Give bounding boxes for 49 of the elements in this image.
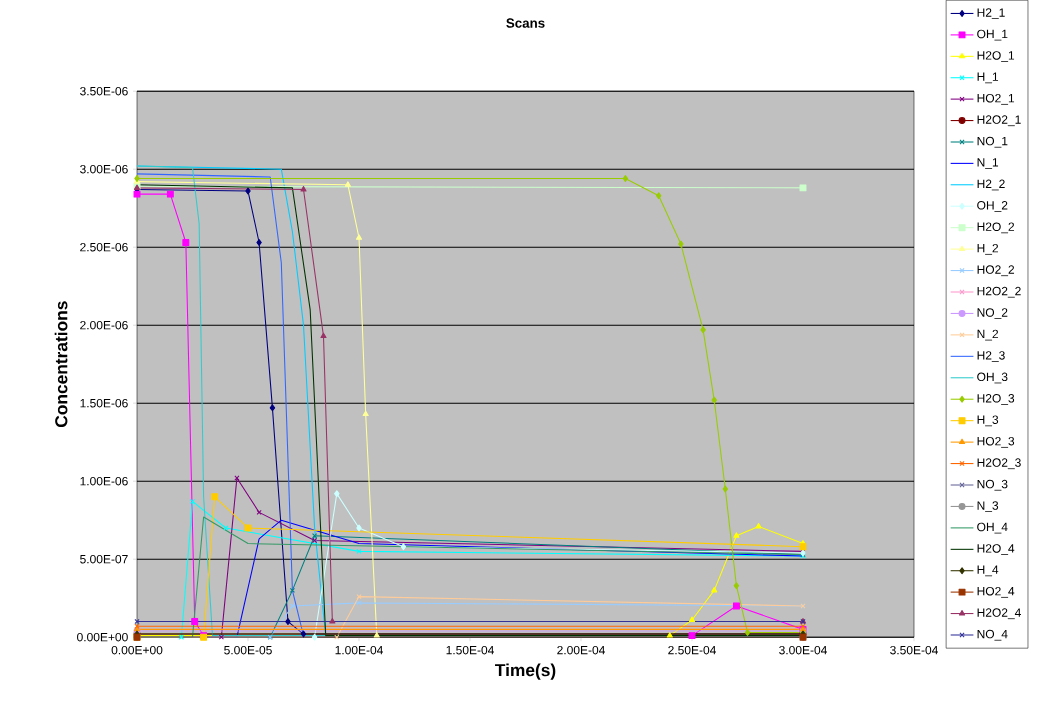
x-tick-label: 2.50E-04: [668, 645, 716, 655]
x-axis-title: Time(s): [495, 663, 556, 680]
legend-label: H2O2_1: [977, 115, 1021, 127]
chart-title: Scans: [506, 18, 545, 28]
legend-label: OH_2: [977, 200, 1008, 212]
legend-label: OH_3: [977, 372, 1008, 384]
legend-label: N_1: [977, 158, 999, 169]
legend-label: H2_1: [977, 8, 1005, 19]
legend-label: H_2: [977, 243, 999, 255]
legend-label: NO_2: [977, 308, 1008, 319]
legend-label: H2O2_4: [977, 608, 1021, 620]
legend-label: N_2: [977, 329, 999, 341]
y-tick-label: 2.00E-06: [80, 320, 128, 330]
legend-label: H_1: [977, 72, 999, 84]
x-tick-label: 0.00E+00: [111, 645, 163, 655]
x-tick-label: 3.50E-04: [890, 645, 938, 655]
y-tick-label: 3.00E-06: [80, 164, 128, 174]
legend-label: H2_2: [977, 179, 1005, 191]
x-tick-label: 5.00E-05: [224, 645, 272, 655]
legend-label: HO2_4: [977, 586, 1015, 598]
legend-label: HO2_1: [977, 93, 1015, 105]
y-axis-title: Concentrations: [54, 301, 68, 427]
legend-label: NO_3: [977, 479, 1008, 491]
legend-label: H2O_4: [977, 544, 1015, 555]
legend-label: H2O_3: [977, 393, 1015, 405]
legend-label: HO2_3: [977, 436, 1015, 448]
y-tick-label: 0.00E+00: [77, 632, 128, 642]
legend-label: NO_4: [977, 629, 1008, 641]
legend-label: N_3: [977, 501, 999, 512]
x-tick-label: 1.00E-04: [335, 645, 383, 655]
legend-label: H_4: [977, 565, 999, 577]
x-tick-label: 1.50E-04: [446, 645, 494, 655]
legend-label: H2O_2: [977, 222, 1015, 234]
legend-label: H2O_1: [977, 51, 1015, 62]
legend-label: H_3: [977, 415, 999, 427]
legend-label: OH_4: [977, 522, 1008, 534]
y-tick-label: 1.00E-06: [80, 476, 128, 486]
x-tick-label: 2.00E-04: [557, 645, 605, 655]
legend-label: H2O2_3: [977, 458, 1021, 470]
legend-label: H2_3: [977, 351, 1005, 362]
y-tick-label: 5.00E-07: [80, 554, 128, 564]
legend-label: H2O2_2: [977, 286, 1021, 298]
x-tick-label: 3.00E-04: [779, 645, 827, 655]
y-tick-label: 2.50E-06: [80, 242, 128, 252]
legend-label: NO_1: [977, 136, 1008, 148]
legend-label: OH_1: [977, 29, 1008, 41]
y-tick-label: 3.50E-06: [80, 86, 128, 96]
legend-label: HO2_2: [977, 265, 1015, 277]
y-tick-label: 1.50E-06: [80, 398, 128, 408]
